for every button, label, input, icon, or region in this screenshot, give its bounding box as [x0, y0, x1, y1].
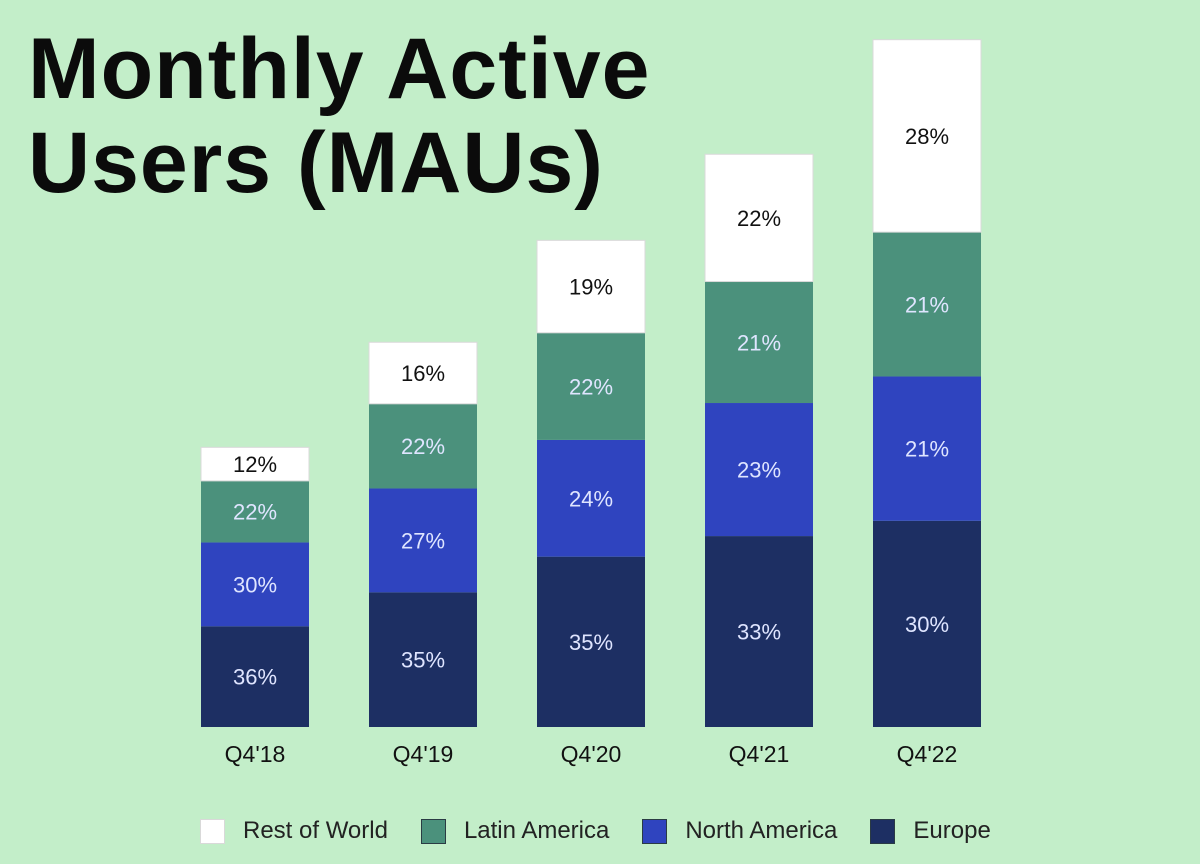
- bar-segment-latin-america-q4-22: [873, 232, 981, 377]
- data-label-latin-america-q4-19: 22%: [401, 434, 445, 459]
- data-label-north-america-q4-22: 21%: [905, 437, 949, 462]
- x-tick-label-q4-19: Q4'19: [393, 741, 454, 767]
- data-label-latin-america-q4-22: 21%: [905, 292, 949, 317]
- legend-label-latin-america: Latin America: [463, 817, 610, 844]
- bar-segment-north-america-q4-22: [873, 376, 981, 521]
- chart-title-line-2: Users (MAUs): [28, 115, 604, 211]
- bar-segment-europe-q4-21: [705, 536, 813, 727]
- data-label-north-america-q4-21: 23%: [737, 458, 781, 483]
- bar-segment-latin-america-q4-19: [369, 403, 477, 489]
- bar-segment-rest-of-world-q4-21: [704, 153, 814, 283]
- x-tick-label-q4-21: Q4'21: [729, 741, 790, 767]
- data-label-rest-of-world-q4-20: 19%: [569, 275, 613, 300]
- data-label-rest-of-world-q4-18: 12%: [233, 452, 277, 477]
- legend-swatch-europe: [870, 818, 896, 844]
- bar-segment-rest-of-world-q4-18: [200, 446, 310, 482]
- bar-segment-europe-q4-20: [537, 556, 645, 727]
- data-label-rest-of-world-q4-21: 22%: [737, 206, 781, 231]
- data-label-europe-q4-19: 35%: [401, 648, 445, 673]
- bar-segment-north-america-q4-18: [201, 542, 309, 627]
- data-label-europe-q4-20: 35%: [569, 630, 613, 655]
- bar-segment-rest-of-world-q4-19: [368, 341, 478, 405]
- data-label-latin-america-q4-18: 22%: [233, 500, 277, 525]
- data-label-latin-america-q4-20: 22%: [569, 374, 613, 399]
- bar-segment-europe-q4-22: [873, 520, 981, 727]
- bar-segment-latin-america-q4-20: [537, 332, 645, 440]
- bar-segment-latin-america-q4-21: [705, 281, 813, 404]
- legend-label-rest-of-world: Rest of World: [243, 817, 388, 844]
- bar-segment-europe-q4-19: [369, 592, 477, 727]
- x-tick-label-q4-20: Q4'20: [561, 741, 622, 767]
- bar-segment-north-america-q4-21: [705, 403, 813, 537]
- bar-segment-rest-of-world-q4-20: [536, 239, 646, 334]
- data-label-europe-q4-18: 36%: [233, 665, 277, 690]
- legend-item-europe: Europe: [870, 817, 991, 845]
- bar-segment-rest-of-world-q4-22: [872, 39, 982, 233]
- chart-title-line-1: Monthly Active: [28, 21, 651, 117]
- legend-item-latin-america: Latin America: [420, 817, 610, 845]
- legend-label-europe: Europe: [913, 817, 991, 844]
- bar-segment-europe-q4-18: [201, 626, 309, 727]
- bar-segment-north-america-q4-19: [369, 488, 477, 593]
- data-label-latin-america-q4-21: 21%: [737, 330, 781, 355]
- data-label-rest-of-world-q4-22: 28%: [905, 124, 949, 149]
- data-label-europe-q4-21: 33%: [737, 620, 781, 645]
- legend-swatch-north-america: [642, 818, 668, 844]
- x-tick-label-q4-18: Q4'18: [225, 741, 286, 767]
- data-label-north-america-q4-20: 24%: [569, 486, 613, 511]
- legend-item-rest-of-world: Rest of World: [200, 817, 388, 845]
- legend-swatch-rest-of-world: [200, 818, 225, 844]
- chart-legend: Rest of World Latin America North Americ…: [200, 815, 1024, 847]
- data-label-europe-q4-22: 30%: [905, 612, 949, 637]
- x-tick-label-q4-22: Q4'22: [897, 741, 958, 767]
- bar-segment-north-america-q4-20: [537, 439, 645, 557]
- legend-item-north-america: North America: [642, 817, 837, 845]
- legend-label-north-america: North America: [685, 817, 838, 844]
- data-label-north-america-q4-19: 27%: [401, 528, 445, 553]
- data-label-north-america-q4-18: 30%: [233, 572, 277, 597]
- chart-title: Monthly Active Users (MAUs): [28, 22, 678, 210]
- bar-segment-latin-america-q4-18: [201, 480, 309, 543]
- data-label-rest-of-world-q4-19: 16%: [401, 361, 445, 386]
- legend-swatch-latin-america: [420, 818, 446, 844]
